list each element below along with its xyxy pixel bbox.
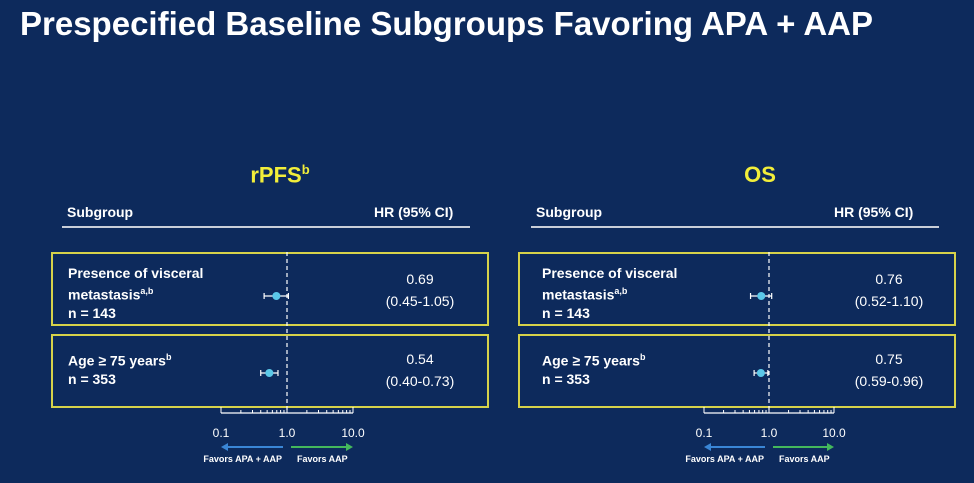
panel-title-rpfs: rPFSb [180,162,380,188]
subgroup-box-visceral [518,252,956,326]
label-line2: metastasis [68,286,141,303]
hr-value-visceral: 0.76 (0.52-1.10) [839,268,939,312]
hr-ci-header: HR (95% CI) [374,204,454,220]
hr-point-marker [757,292,766,300]
subgroup-box-age [51,334,489,408]
label-sup: b [639,352,646,362]
panel-title-sup: b [301,162,310,177]
hr-point: 0.76 [875,271,903,287]
n-label: n = 143 [68,304,116,321]
favors-left-arrowhead [704,443,711,451]
hr-point-marker [272,292,281,300]
hr-ci: (0.45-1.05) [385,293,455,309]
subgroup-label-visceral: Presence of visceral metastasisa,b n = 1… [542,264,677,322]
hr-point-marker [265,369,274,377]
label-line1: Presence of visceral [68,265,204,281]
label-sup: a,b [140,286,154,296]
subgroup-label-age: Age ≥ 75 yearsb n = 353 [68,348,171,388]
subgroup-box-visceral [51,252,489,326]
hr-ci: (0.59-0.96) [854,373,924,389]
header-rule [62,226,470,228]
favors-right-label: Favors AAP [779,454,830,464]
hr-value-age: 0.75 (0.59-0.96) [839,348,939,392]
hr-ci: (0.40-0.73) [385,373,455,389]
label-sup: b [165,352,172,362]
hr-ci: (0.52-1.10) [854,293,924,309]
x-tick-label: 10.0 [341,426,365,440]
n-label: n = 353 [542,370,590,387]
n-label: n = 143 [542,304,590,321]
hr-point-marker [756,369,765,377]
panel-title-text: rPFS [250,162,302,188]
subgroup-label-visceral: Presence of visceral metastasisa,b n = 1… [68,264,203,322]
panel-title-os: OS [660,162,860,188]
favors-right-arrowhead [827,443,834,451]
hr-point: 0.54 [406,351,434,367]
label-line1: Presence of visceral [542,265,678,281]
x-tick-label: 0.1 [213,426,230,440]
subgroup-header: Subgroup [67,204,134,220]
favors-left-label: Favors APA + AAP [203,454,282,464]
subgroup-label-age: Age ≥ 75 yearsb n = 353 [542,348,645,388]
x-tick-label: 0.1 [696,426,713,440]
label-sup: a,b [614,286,628,296]
favors-left-arrowhead [221,443,228,451]
subgroup-box-age [518,334,956,408]
label-line2: metastasis [542,286,615,303]
hr-value-visceral: 0.69 (0.45-1.05) [370,268,470,312]
hr-point: 0.69 [406,271,434,287]
n-label: n = 353 [68,370,116,387]
slide-title: Prespecified Baseline Subgroups Favoring… [20,5,874,42]
header-rule [531,226,939,228]
hr-point: 0.75 [875,351,903,367]
x-tick-label: 1.0 [279,426,296,440]
hr-ci-header: HR (95% CI) [834,204,914,220]
label-line1: Age ≥ 75 years [542,352,640,369]
favors-left-label: Favors APA + AAP [685,454,764,464]
hr-value-age: 0.54 (0.40-0.73) [370,348,470,392]
x-tick-label: 1.0 [761,426,778,440]
subgroup-header: Subgroup [536,204,603,220]
favors-right-arrowhead [346,443,353,451]
panel-title-text: OS [744,162,776,187]
x-tick-label: 10.0 [822,426,846,440]
favors-right-label: Favors AAP [297,454,348,464]
label-line1: Age ≥ 75 years [68,352,166,369]
